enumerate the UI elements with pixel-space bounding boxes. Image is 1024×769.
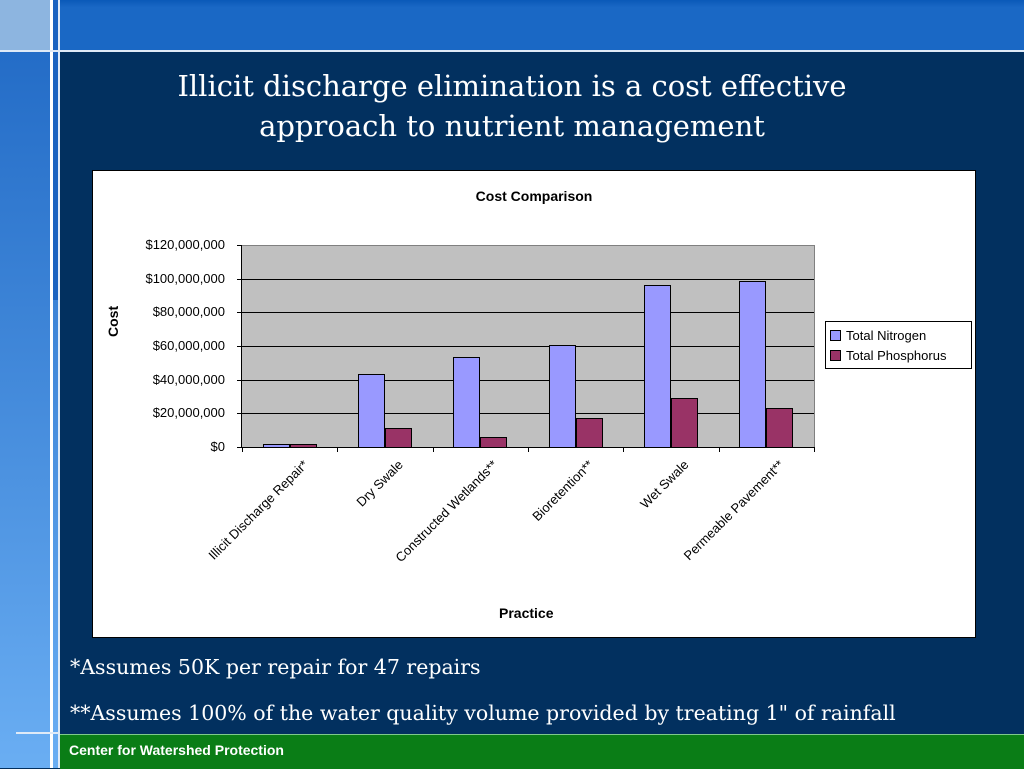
- bar-nitrogen: [644, 284, 671, 448]
- y-tick-mark: [237, 413, 242, 415]
- x-tick-mark: [814, 447, 815, 452]
- y-tick-mark: [237, 346, 242, 347]
- x-axis-title: Practice: [499, 605, 554, 621]
- y-axis-title: Cost: [105, 305, 121, 337]
- decor-horizontal-line-bottom: [16, 732, 60, 734]
- bar-phosphorus: [671, 398, 698, 448]
- x-category-label: Illicit Discharge Repair*: [205, 457, 311, 563]
- decor-vertical-line: [50, 0, 53, 768]
- y-tick-mark: [237, 245, 242, 246]
- footnote-2: **Assumes 100% of the water quality volu…: [70, 701, 896, 725]
- legend-swatch-nitrogen-icon: [830, 330, 841, 342]
- y-tick-mark: [237, 278, 242, 280]
- y-tick-mark: [237, 379, 242, 381]
- slide-title-line-2: approach to nutrient management: [259, 109, 765, 143]
- y-tick-label: $120,000,000: [145, 237, 225, 252]
- top-decor-band: [60, 0, 1024, 50]
- decor-vertical-line-2: [58, 0, 60, 768]
- left-top-decor-block: [0, 0, 50, 50]
- legend-item-phosphorus: Total Phosphorus: [830, 348, 946, 363]
- x-axis: [238, 447, 815, 448]
- y-tick-label: $80,000,000: [152, 304, 225, 320]
- footnote-1: *Assumes 50K per repair for 47 repairs: [70, 655, 481, 679]
- decor-horizontal-line: [0, 50, 1024, 52]
- left-decor-panel: [0, 0, 50, 768]
- gridline: [242, 346, 814, 347]
- x-category-label: Dry Swale: [353, 457, 406, 510]
- x-category-label: Permeable Pavement**: [680, 457, 788, 564]
- y-tick-label: $0: [210, 439, 225, 454]
- slide-title-line-1: Illicit discharge elimination is a cost …: [177, 69, 847, 103]
- legend-swatch-phosphorus-icon: [830, 350, 841, 362]
- x-tick-mark: [528, 447, 529, 452]
- bar-nitrogen: [548, 345, 576, 448]
- y-tick-mark: [237, 447, 242, 448]
- footer-bar: Center for Watershed Protection: [60, 734, 1024, 769]
- legend-label: Total Phosphorus: [846, 348, 947, 363]
- gridline: [242, 379, 814, 381]
- bar-nitrogen: [739, 281, 767, 448]
- bar-nitrogen: [358, 373, 385, 448]
- legend-item-nitrogen: Total Nitrogen: [830, 328, 926, 343]
- x-category-label: Wet Swale: [637, 457, 692, 512]
- gridline: [242, 413, 814, 415]
- bar-nitrogen: [453, 357, 481, 448]
- x-category-label: Bioretention**: [528, 457, 596, 524]
- y-tick-label: $100,000,000: [145, 270, 225, 286]
- bar-phosphorus: [385, 427, 412, 448]
- x-tick-mark: [623, 447, 625, 452]
- x-tick-mark: [242, 447, 243, 452]
- slide-title: Illicit discharge elimination is a cost …: [100, 66, 924, 146]
- bar-phosphorus: [575, 417, 603, 448]
- bar-phosphorus: [766, 407, 794, 448]
- x-tick-mark: [337, 447, 339, 452]
- chart-container: Cost Comparison Cost Practice Total Nitr…: [92, 170, 976, 638]
- legend-label: Total Nitrogen: [846, 328, 927, 343]
- y-tick-mark: [237, 312, 242, 314]
- x-tick-mark: [718, 447, 720, 452]
- plot-area: [242, 245, 815, 448]
- footer-organization: Center for Watershed Protection: [69, 742, 284, 758]
- y-tick-label: $40,000,000: [152, 371, 225, 387]
- gridline: [242, 312, 814, 314]
- chart-legend: Total Nitrogen Total Phosphorus: [825, 321, 972, 369]
- decor-vertical-strip-lower: [53, 300, 58, 768]
- y-tick-label: $60,000,000: [152, 338, 225, 353]
- gridline: [242, 278, 814, 280]
- x-category-label: Constructed Wetlands**: [392, 457, 501, 566]
- x-tick-mark: [432, 447, 434, 452]
- chart-title: Cost Comparison: [475, 188, 593, 204]
- y-tick-label: $20,000,000: [152, 405, 225, 421]
